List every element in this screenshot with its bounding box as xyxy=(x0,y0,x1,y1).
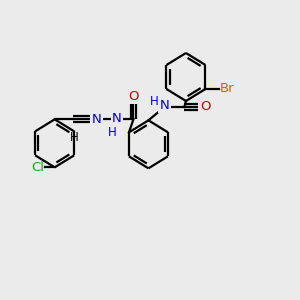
Text: Cl: Cl xyxy=(31,161,44,174)
Text: O: O xyxy=(200,100,210,113)
Text: H: H xyxy=(150,95,159,109)
Text: H: H xyxy=(70,131,79,144)
Text: Br: Br xyxy=(219,82,234,95)
Text: N: N xyxy=(92,113,101,126)
Text: N: N xyxy=(112,112,122,125)
Text: O: O xyxy=(128,90,139,103)
Text: H: H xyxy=(108,126,117,139)
Text: N: N xyxy=(160,99,169,112)
